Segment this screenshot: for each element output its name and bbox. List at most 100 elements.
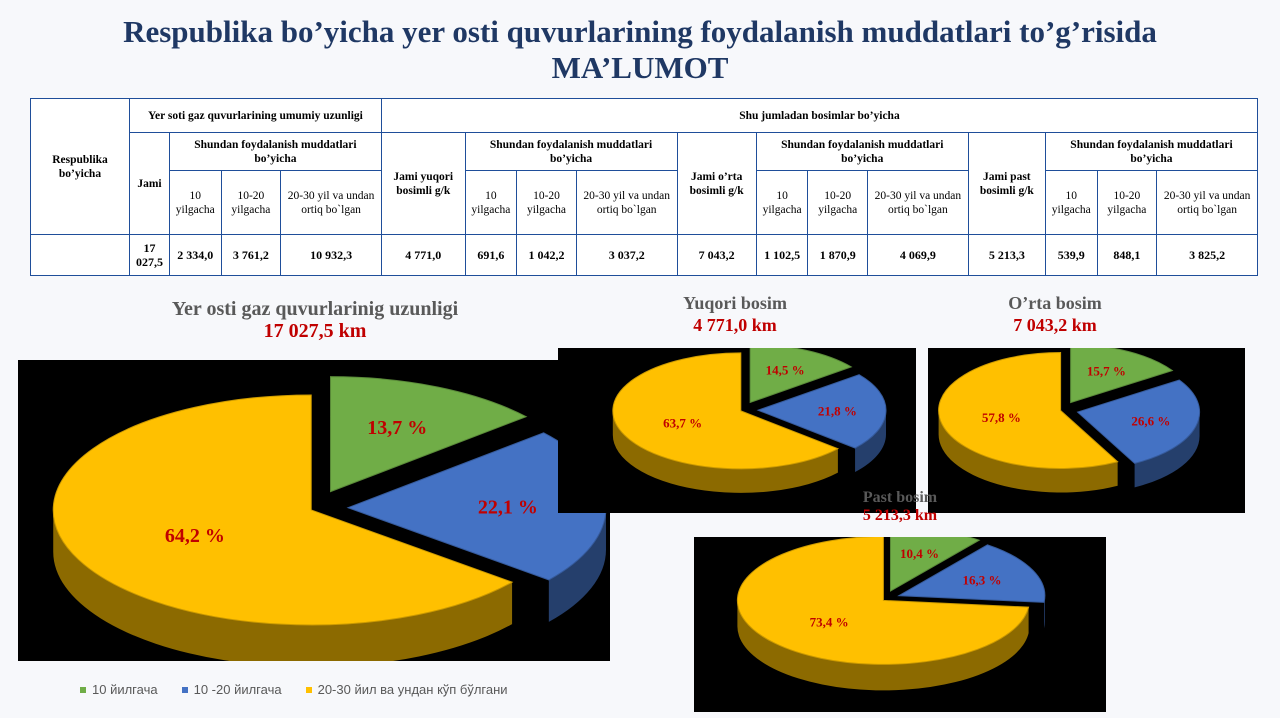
table-cell: 7 043,2 bbox=[676, 234, 757, 276]
legend-item: 10 йилгача bbox=[80, 682, 158, 697]
header-by-term-total: Shundan foydalanish muddatlari bo’yicha bbox=[168, 132, 382, 171]
pie-data-label: 15,7 % bbox=[1087, 363, 1126, 378]
table-cell: 3 037,2 bbox=[575, 234, 678, 276]
header-mid: Jami o’rta bosimli g/k bbox=[676, 132, 757, 235]
pie-slice bbox=[938, 352, 1119, 469]
pie-slice bbox=[52, 394, 514, 626]
header-20-30: 20-30 yil va undan ortiq bo`lgan bbox=[280, 170, 382, 235]
legend-swatch-green bbox=[80, 686, 86, 693]
pie-data-label: 21,8 % bbox=[818, 404, 857, 419]
legend-label: 20-30 йил ва ундан кўп бўлгани bbox=[317, 682, 508, 697]
table-cell: 2 334,0 bbox=[168, 234, 222, 276]
chart-subtitle-text: 4 771,0 km bbox=[693, 315, 777, 335]
header-10-20: 10-20 yilgacha bbox=[220, 170, 282, 235]
legend-label: 10 -20 йилгача bbox=[193, 682, 282, 697]
table-cell: 539,9 bbox=[1044, 234, 1098, 276]
pie-data-label: 57,8 % bbox=[982, 410, 1021, 425]
legend-item: 20-30 йил ва ундан кўп бўлгани bbox=[305, 682, 508, 697]
header-10: 10 yilgacha bbox=[168, 170, 222, 235]
chart-title-high: Yuqori bosim 4 771,0 km bbox=[620, 292, 850, 336]
chart-panel-mid: 15,7 % 26,6 % 57,8 % bbox=[928, 348, 1245, 513]
pie-slice bbox=[330, 376, 528, 493]
summary-table: Respublika bo’yicha Yer soti gaz quvurla… bbox=[30, 98, 1259, 276]
pie-slice bbox=[1070, 348, 1174, 404]
pie-data-label: 14,5 % bbox=[766, 363, 805, 378]
legend-item: 10 -20 йилгача bbox=[181, 682, 282, 697]
table-cell: 691,6 bbox=[464, 234, 518, 276]
table-cell: 17 027,5 bbox=[129, 234, 170, 276]
table-cell: 1 870,9 bbox=[807, 234, 869, 276]
pie-slice bbox=[889, 537, 981, 592]
pie-chart-svg: 14,5 % 21,8 % 63,7 % bbox=[612, 348, 887, 493]
table-cell: 4 771,0 bbox=[380, 234, 466, 276]
pie-data-label: 13,7 % bbox=[367, 417, 427, 439]
pie-chart-svg: 13,7 % 22,1 % 64,2 % bbox=[52, 376, 607, 661]
header-jami: Jami bbox=[129, 132, 170, 235]
pie-data-label: 64,2 % bbox=[165, 525, 225, 547]
table-cell: 1 102,5 bbox=[755, 234, 809, 276]
chart-panel-total: 13,7 % 22,1 % 64,2 % bbox=[18, 360, 610, 661]
pie-data-label: 73,4 % bbox=[810, 614, 849, 629]
pie-slice bbox=[897, 544, 1046, 603]
header-high: Jami yuqori bosimli g/k bbox=[380, 132, 466, 235]
chart-title-low: Past bosim 5 213,3 km bbox=[820, 489, 980, 525]
table-cell: 848,1 bbox=[1096, 234, 1158, 276]
chart-subtitle-text: 7 043,2 km bbox=[1013, 315, 1097, 335]
pie-slice-side bbox=[53, 509, 513, 661]
chart-title-text: Past bosim bbox=[862, 489, 938, 506]
chart-subtitle-text: 5 213,3 km bbox=[862, 507, 938, 524]
table-cell: 1 042,2 bbox=[516, 234, 577, 276]
header-20-30: 20-30 yil va undan ortiq bo`lgan bbox=[575, 170, 678, 235]
header-10-20: 10-20 yilgacha bbox=[807, 170, 869, 235]
page-title: Respublika bo’yicha yer osti quvurlarini… bbox=[0, 14, 1280, 86]
page-title-line2: MA’LUMOT bbox=[551, 50, 729, 85]
pie-slice-side bbox=[548, 507, 606, 622]
pie-chart-svg: 15,7 % 26,6 % 57,8 % bbox=[938, 348, 1201, 493]
pie-slice-side bbox=[737, 600, 1029, 691]
pie-data-label: 22,1 % bbox=[478, 497, 538, 519]
chart-panel-high: 14,5 % 21,8 % 63,7 % bbox=[558, 348, 916, 513]
pie-slice bbox=[1076, 379, 1201, 464]
pie-data-label: 10,4 % bbox=[900, 546, 939, 561]
header-10: 10 yilgacha bbox=[1044, 170, 1098, 235]
pie-slice-side bbox=[1044, 595, 1045, 629]
chart-legend: 10 йилгача 10 -20 йилгача 20-30 йил ва у… bbox=[80, 682, 508, 697]
cell-empty bbox=[30, 234, 130, 276]
chart-title-text: O’rta bosim bbox=[1008, 293, 1102, 313]
pie-slice-side bbox=[612, 410, 838, 493]
pie-data-label: 26,6 % bbox=[1131, 414, 1170, 429]
chart-title-text: Yer osti gaz quvurlarinig uzunligi bbox=[171, 298, 459, 320]
chart-panel-low: 10,4 % 16,3 % 73,4 % bbox=[694, 537, 1106, 712]
legend-swatch-blue bbox=[181, 686, 188, 693]
chart-title-mid: O’rta bosim 7 043,2 km bbox=[940, 292, 1170, 336]
pie-slice-side bbox=[938, 410, 1118, 493]
header-10: 10 yilgacha bbox=[755, 170, 809, 235]
chart-title-text: Yuqori bosim bbox=[683, 293, 787, 313]
table-cell: 5 213,3 bbox=[967, 234, 1046, 276]
header-total-group: Yer soti gaz quvurlarining umumiy uzunli… bbox=[129, 98, 382, 133]
legend-label: 10 йилгача bbox=[92, 682, 158, 697]
pie-slice bbox=[612, 352, 840, 470]
header-by-term-high: Shundan foydalanish muddatlari bo’yicha bbox=[464, 132, 678, 171]
header-10-20: 10-20 yilgacha bbox=[516, 170, 577, 235]
page-title-line1: Respublika bo’yicha yer osti quvurlarini… bbox=[123, 14, 1157, 49]
pie-slice bbox=[749, 348, 853, 404]
table-cell: 3 761,2 bbox=[220, 234, 282, 276]
pie-chart-svg: 10,4 % 16,3 % 73,4 % bbox=[736, 537, 1046, 691]
legend-swatch-yellow bbox=[305, 686, 312, 693]
pie-slice bbox=[756, 374, 887, 449]
table-cell: 4 069,9 bbox=[867, 234, 969, 276]
header-10: 10 yilgacha bbox=[464, 170, 518, 235]
chart-subtitle-text: 17 027,5 km bbox=[263, 320, 367, 342]
table-cell: 3 825,2 bbox=[1156, 234, 1258, 276]
table-cell: 10 932,3 bbox=[280, 234, 382, 276]
pie-data-label: 63,7 % bbox=[663, 416, 702, 431]
pie-data-label: 16,3 % bbox=[963, 573, 1002, 588]
chart-title-total: Yer osti gaz quvurlarinig uzunligi 17 02… bbox=[100, 298, 530, 342]
header-low: Jami past bosimli g/k bbox=[967, 132, 1046, 235]
pie-slice bbox=[736, 537, 1030, 665]
header-20-30: 20-30 yil va undan ortiq bo`lgan bbox=[1156, 170, 1258, 235]
pie-slice-side bbox=[1134, 412, 1200, 488]
header-10-20: 10-20 yilgacha bbox=[1096, 170, 1158, 235]
header-region: Respublika bo’yicha bbox=[30, 98, 130, 235]
